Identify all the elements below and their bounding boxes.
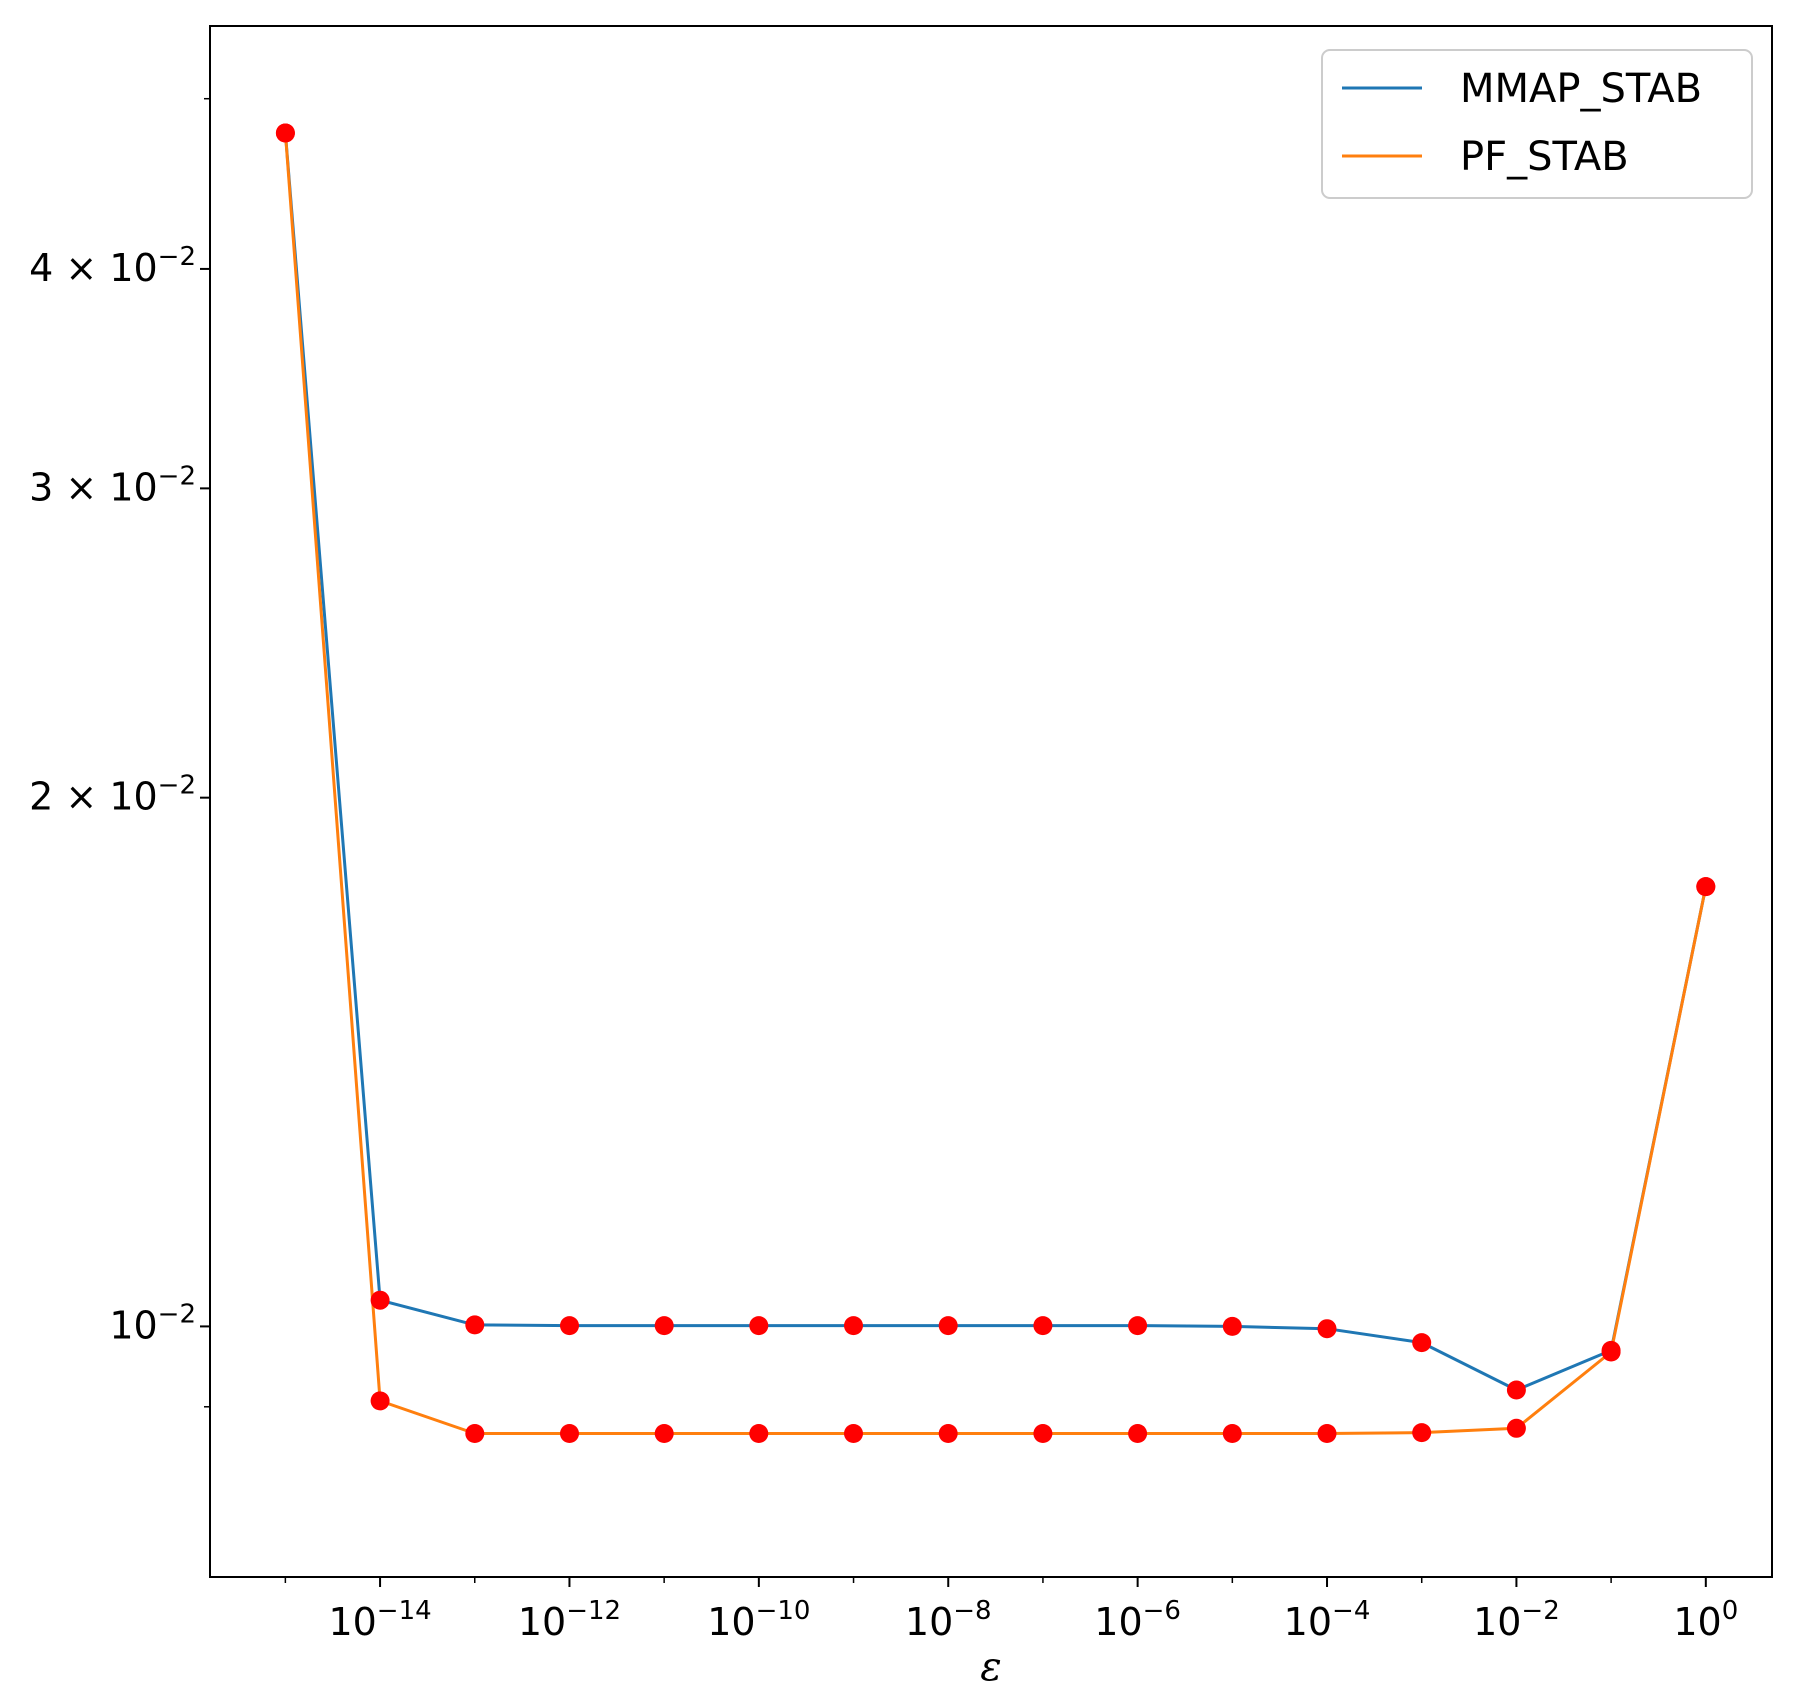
y-tick-label: 10−2 <box>109 1299 196 1347</box>
data-point-s1-9 <box>1033 1316 1053 1336</box>
x-tick-label: 10−8 <box>905 1596 992 1644</box>
series-line-1 <box>283 132 1708 1392</box>
data-point-s2-6 <box>749 1424 769 1443</box>
x-tick-label: 10−10 <box>707 1596 810 1644</box>
data-point-s2-3 <box>465 1424 485 1443</box>
data-point-s2-10 <box>1128 1424 1148 1443</box>
x-axis-label: ε <box>980 1644 1001 1690</box>
data-point-s1-11 <box>1222 1316 1242 1336</box>
y-tick-label: 4 × 10−2 <box>29 242 196 290</box>
data-point-s1-8 <box>938 1316 958 1336</box>
data-point-s1-13 <box>1412 1333 1432 1353</box>
data-point-s2-12 <box>1317 1424 1337 1443</box>
y-tick-label: 2 × 10−2 <box>29 771 196 819</box>
x-tick-label: 10−4 <box>1284 1596 1371 1644</box>
data-point-s2-2 <box>370 1391 390 1411</box>
legend-box <box>1321 49 1753 199</box>
data-point-s2-8 <box>938 1424 958 1443</box>
data-point-s1-3 <box>465 1315 485 1335</box>
data-point-s2-5 <box>654 1424 674 1443</box>
data-point-s2-7 <box>844 1424 863 1443</box>
data-point-s2-1 <box>275 123 295 143</box>
marker-layer <box>275 123 1716 1443</box>
y-tick-label: 3 × 10−2 <box>29 461 196 509</box>
legend-label-1: MMAP_STAB <box>1460 66 1702 112</box>
data-point-s2-4 <box>560 1424 579 1443</box>
data-point-s1-12 <box>1317 1319 1337 1339</box>
series-line-2 <box>283 132 1708 1435</box>
data-point-s2-15 <box>1601 1342 1621 1362</box>
y-axis: 10−2 2 × 10−2 3 × 10−2 4 × 10−2 <box>29 97 210 1408</box>
data-point-s2-14 <box>1506 1418 1526 1438</box>
legend-label-2: PF_STAB <box>1460 134 1629 180</box>
x-tick-label: 10−2 <box>1473 1596 1560 1644</box>
plot-frame <box>209 25 1773 1578</box>
data-point-s2-11 <box>1222 1424 1242 1443</box>
data-point-s1-14 <box>1506 1380 1526 1400</box>
x-tick-label: 10−6 <box>1094 1596 1181 1644</box>
x-tick-label: 10−12 <box>518 1596 621 1644</box>
x-axis: 10−14 10−12 10−10 10−8 10−6 10−4 10−2 100 <box>284 1577 1738 1644</box>
series-layer <box>283 132 1708 1435</box>
x-tick-label: 10−14 <box>328 1596 431 1644</box>
data-point-s2-13 <box>1412 1423 1432 1443</box>
legend: MMAP_STAB PF_STAB <box>1321 49 1753 199</box>
data-point-s2-16 <box>1696 877 1716 897</box>
data-point-s1-10 <box>1128 1316 1148 1336</box>
x-tick-label: 100 <box>1673 1596 1738 1644</box>
data-point-s1-4 <box>560 1316 579 1336</box>
data-point-s1-6 <box>749 1316 769 1336</box>
data-point-s1-5 <box>654 1316 674 1336</box>
data-point-s1-7 <box>844 1316 863 1336</box>
data-point-s1-2 <box>370 1290 390 1310</box>
data-point-s2-9 <box>1033 1424 1053 1443</box>
